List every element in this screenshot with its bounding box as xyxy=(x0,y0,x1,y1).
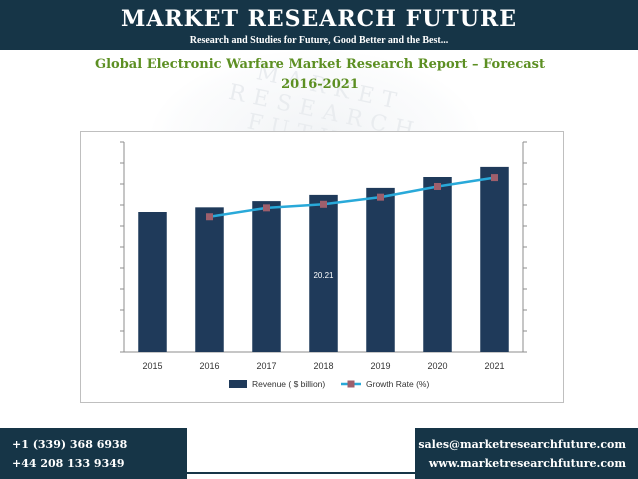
bar-2018 xyxy=(309,194,338,352)
legend-label-growth: Growth Rate (%) xyxy=(366,379,429,389)
growth-marker-2019 xyxy=(377,193,384,201)
bar-2020 xyxy=(423,177,452,352)
growth-marker-2020 xyxy=(434,182,441,190)
chart-title-line2: 2016-2021 xyxy=(281,77,359,92)
contact-website[interactable]: www.marketresearchfuture.com xyxy=(428,457,626,470)
legend-swatch-growth-marker xyxy=(347,380,355,388)
chart-panel: 2015 2016 2017 2018 2019 2020 2021 20.21 Revenue… xyxy=(80,131,564,403)
x-tick-label-2015: 2015 xyxy=(142,361,162,371)
legend-label-revenue: Revenue ( $ billion) xyxy=(252,379,325,389)
x-tick-label-2020: 2020 xyxy=(427,361,447,371)
chart-svg: 2015 2016 2017 2018 2019 2020 2021 20.21 Revenue… xyxy=(120,141,527,389)
x-tick-label-2018: 2018 xyxy=(313,361,333,371)
bar-2016 xyxy=(195,207,224,352)
bar-2017 xyxy=(252,201,281,352)
contact-email[interactable]: sales@marketresearchfuture.com xyxy=(418,438,626,451)
x-tick-label-2021: 2021 xyxy=(484,361,504,371)
growth-rate-line xyxy=(209,176,495,218)
header-bar: MARKET RESEARCH FUTURE Research and Stud… xyxy=(0,0,638,50)
bar-2015 xyxy=(138,212,167,352)
growth-marker-2021 xyxy=(491,174,498,182)
bar-2021 xyxy=(480,166,509,352)
bar-annotation: 20.21 xyxy=(313,271,334,280)
x-tick-label-2019: 2019 xyxy=(370,361,390,371)
legend-swatch-revenue xyxy=(229,380,247,388)
x-tick-label-2017: 2017 xyxy=(256,361,276,371)
phone-us: +1 (339) 368 6938 xyxy=(12,438,128,451)
growth-marker-2017 xyxy=(263,204,270,212)
phone-uk: +44 208 133 9349 xyxy=(12,457,125,470)
footer-gap xyxy=(187,428,415,479)
footer-bar: +1 (339) 368 6938 +44 208 133 9349 sales… xyxy=(0,428,638,479)
brand-tagline: Research and Studies for Future, Good Be… xyxy=(189,35,449,46)
chart-title-line1: Global Electronic Warfare Market Researc… xyxy=(95,57,545,72)
footer-divider xyxy=(187,472,415,474)
growth-marker-2018 xyxy=(320,200,327,208)
brand-name: MARKET RESEARCH FUTURE xyxy=(120,6,518,32)
growth-marker-2016 xyxy=(206,213,213,221)
bar-2019 xyxy=(366,187,395,352)
x-tick-label-2016: 2016 xyxy=(199,361,219,371)
